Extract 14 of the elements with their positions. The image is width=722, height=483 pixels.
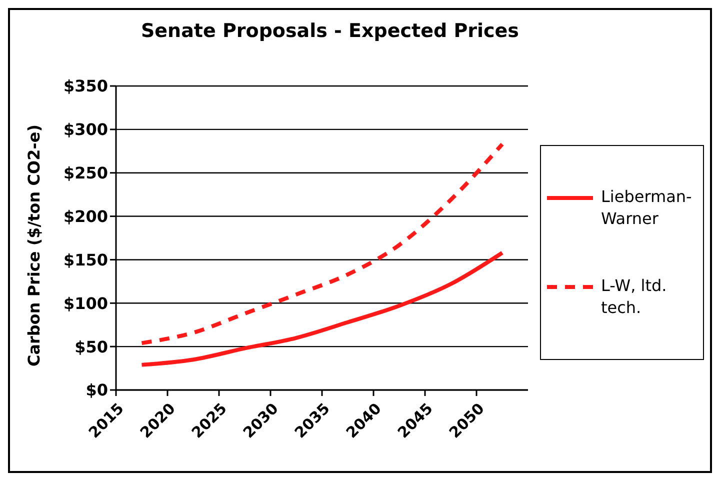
legend-label: L-W, ltd. tech. [601,274,668,319]
y-tick-label: $350 [63,76,108,96]
y-tick-label: $150 [63,250,108,270]
line-series [140,142,504,346]
y-tick-label: $50 [74,337,108,356]
line-series [140,250,504,367]
chart-title: Senate Proposals - Expected Prices [140,20,520,42]
legend-label: Lieberman-Warner [601,186,693,230]
y-tick-label: $200 [63,206,108,226]
y-tick-label: $300 [63,120,108,140]
y-tick-label: $100 [63,294,108,313]
y-axis-title: Carbon Price ($/ton CO2-e) [24,124,44,366]
y-tick-label: $250 [63,164,108,183]
y-tick-label: $0 [86,380,108,400]
